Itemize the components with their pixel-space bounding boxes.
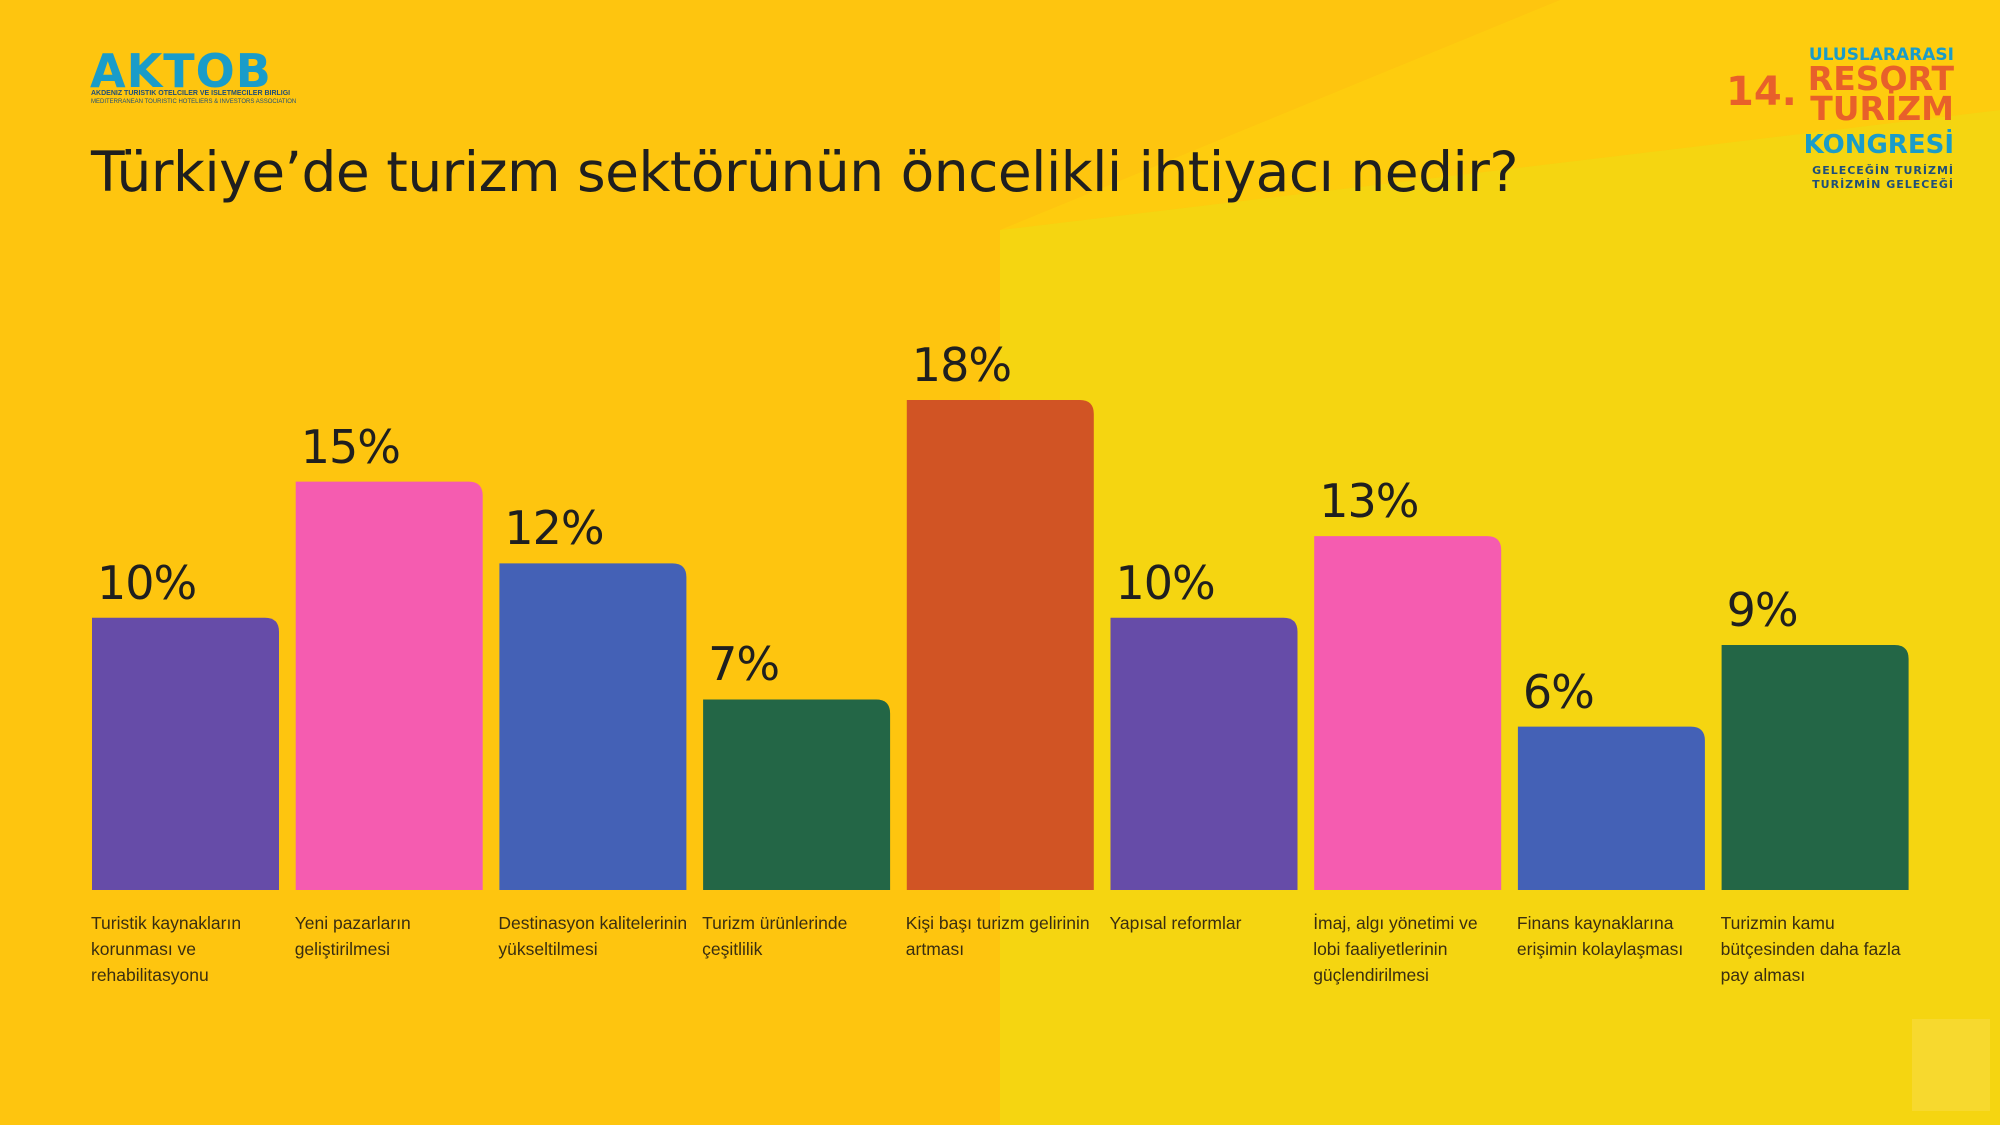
aktob-logo-word: AKTOB (90, 44, 272, 98)
corner-square (1912, 1019, 1990, 1111)
bar-5 (906, 400, 1094, 890)
bar-6 (1110, 617, 1298, 890)
congress-logo-tagline2: TURİZMİN GELECEĞİ (1812, 178, 1954, 191)
congress-logo-kongresi: KONGRESİ (1803, 130, 1954, 160)
bar-2 (295, 481, 483, 890)
congress-logo-turizm: TURİZM (1810, 89, 1954, 128)
bar-9 (1721, 645, 1909, 890)
aktob-logo-line2: MEDITERRANEAN TOURISTIC HOTELIERS & INVE… (91, 99, 297, 105)
congress-logo: ULUSLARARASI 14. RESORT TURİZM KONGRESİ … (1724, 45, 1954, 191)
bar-4 (703, 699, 891, 890)
bar-1 (92, 617, 279, 890)
congress-logo-line1: ULUSLARARASI (1808, 45, 1954, 65)
congress-logo-number: 14. (1726, 69, 1797, 115)
aktob-logo-line1: AKDENIZ TURISTIK OTELCILER VE ISLETMECIL… (91, 90, 291, 97)
aktob-logo: AKTOB AKDENIZ TURISTIK OTELCILER VE ISLE… (90, 44, 296, 106)
bar-7 (1314, 536, 1502, 890)
chart-title: Türkiye’de turizm sektörünün öncelikli i… (91, 140, 1519, 204)
congress-logo-tagline1: GELECEĞİN TURİZMİ (1812, 164, 1954, 177)
congress-logo-resort: RESORT (1807, 59, 1954, 98)
bar-3 (499, 563, 687, 890)
bar-8 (1517, 726, 1705, 890)
